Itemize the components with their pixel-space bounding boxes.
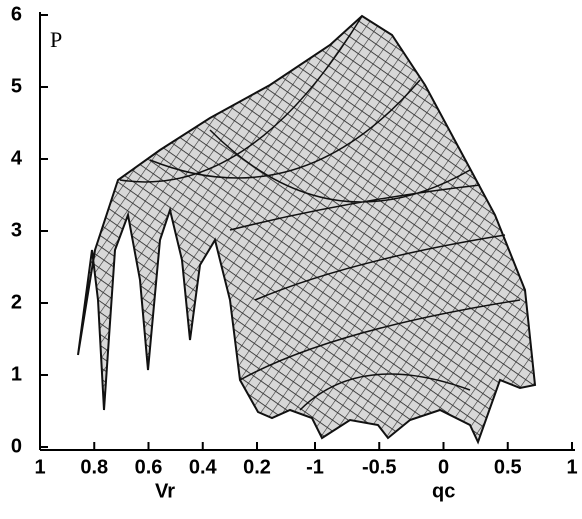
x-tick-label: -0.5 [362, 456, 396, 478]
y-tick-label: 3 [11, 219, 22, 241]
surface [77, 14, 537, 445]
y-tick-label: 4 [11, 147, 23, 169]
y-tick-label: 1 [11, 363, 22, 385]
surface-mesh [77, 14, 537, 445]
x-tick-label: 0.2 [243, 456, 271, 478]
x-axis-label: Vr [155, 480, 175, 502]
x-tick-label: 0.8 [80, 456, 108, 478]
y-tick-label: 6 [11, 3, 22, 25]
surface-ridge [119, 15, 521, 411]
x-tick-label: 0.5 [494, 456, 522, 478]
x-tick-label: 0 [438, 456, 449, 478]
x2-axis-label: qc [432, 480, 455, 502]
x-tick-label: 1 [566, 456, 577, 478]
y-tick-label: 5 [11, 75, 22, 97]
y-tick-label: 0 [11, 435, 22, 457]
x-tick-label: -1 [306, 456, 324, 478]
x-tick-label: 0.4 [189, 456, 218, 478]
y-tick-label: 2 [11, 291, 22, 313]
x-tick-label: 1 [34, 456, 45, 478]
y-axis-label: P [50, 27, 62, 52]
x-tick-label: 0.6 [135, 456, 163, 478]
